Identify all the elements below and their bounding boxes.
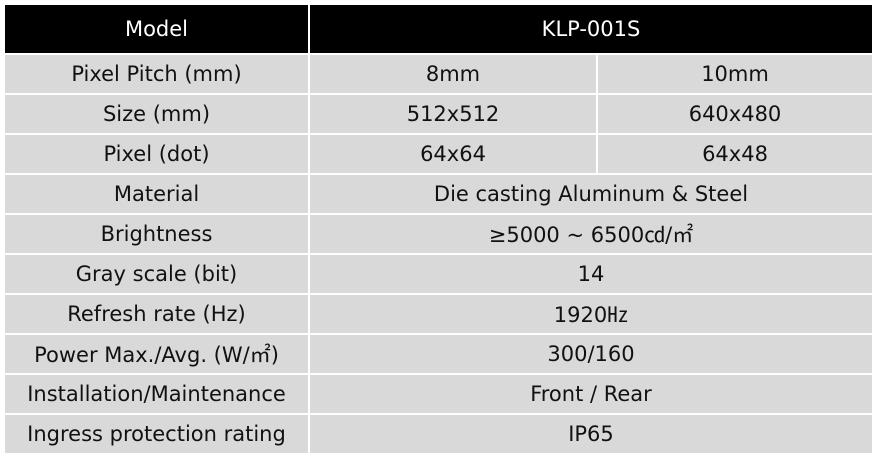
row-label: Power Max./Avg. (W/㎡) xyxy=(5,335,308,373)
table-row: Pixel Pitch (mm) 8mm 10mm xyxy=(5,55,873,93)
table-row: Gray scale (bit) 14 xyxy=(5,255,873,293)
row-value: 640x480 xyxy=(598,95,873,133)
table-row: Size (mm) 512x512 640x480 xyxy=(5,95,873,133)
row-value: 64x48 xyxy=(598,135,873,173)
header-row: Model KLP-001S xyxy=(5,5,873,53)
row-value: ≥5000 ~ 6500㏅/㎡ xyxy=(310,215,873,253)
row-value: 14 xyxy=(310,255,873,293)
header-label: Model xyxy=(5,5,308,53)
row-label: Installation/Maintenance xyxy=(5,375,308,413)
row-value: 64x64 xyxy=(310,135,596,173)
row-label: Brightness xyxy=(5,215,308,253)
row-label: Pixel (dot) xyxy=(5,135,308,173)
row-value: Die casting Aluminum & Steel xyxy=(310,175,873,213)
row-label: Size (mm) xyxy=(5,95,308,133)
table-row: Installation/Maintenance Front / Rear xyxy=(5,375,873,413)
row-label: Gray scale (bit) xyxy=(5,255,308,293)
row-value: 8mm xyxy=(310,55,596,93)
header-value: KLP-001S xyxy=(310,5,873,53)
row-label: Pixel Pitch (mm) xyxy=(5,55,308,93)
row-value: 300/160 xyxy=(310,335,873,373)
table-row: Ingress protection rating IP65 xyxy=(5,415,873,453)
row-value: Front / Rear xyxy=(310,375,873,413)
table-row: Pixel (dot) 64x64 64x48 xyxy=(5,135,873,173)
row-value: 512x512 xyxy=(310,95,596,133)
table-row: Material Die casting Aluminum & Steel xyxy=(5,175,873,213)
spec-table: Model KLP-001S Pixel Pitch (mm) 8mm 10mm… xyxy=(3,3,873,455)
row-value: 10mm xyxy=(598,55,873,93)
table-row: Refresh rate (Hz) 1920㎐ xyxy=(5,295,873,333)
row-label: Ingress protection rating xyxy=(5,415,308,453)
row-label: Material xyxy=(5,175,308,213)
row-label: Refresh rate (Hz) xyxy=(5,295,308,333)
table-row: Brightness ≥5000 ~ 6500㏅/㎡ xyxy=(5,215,873,253)
row-value: IP65 xyxy=(310,415,873,453)
table-row: Power Max./Avg. (W/㎡) 300/160 xyxy=(5,335,873,373)
row-value: 1920㎐ xyxy=(310,295,873,333)
